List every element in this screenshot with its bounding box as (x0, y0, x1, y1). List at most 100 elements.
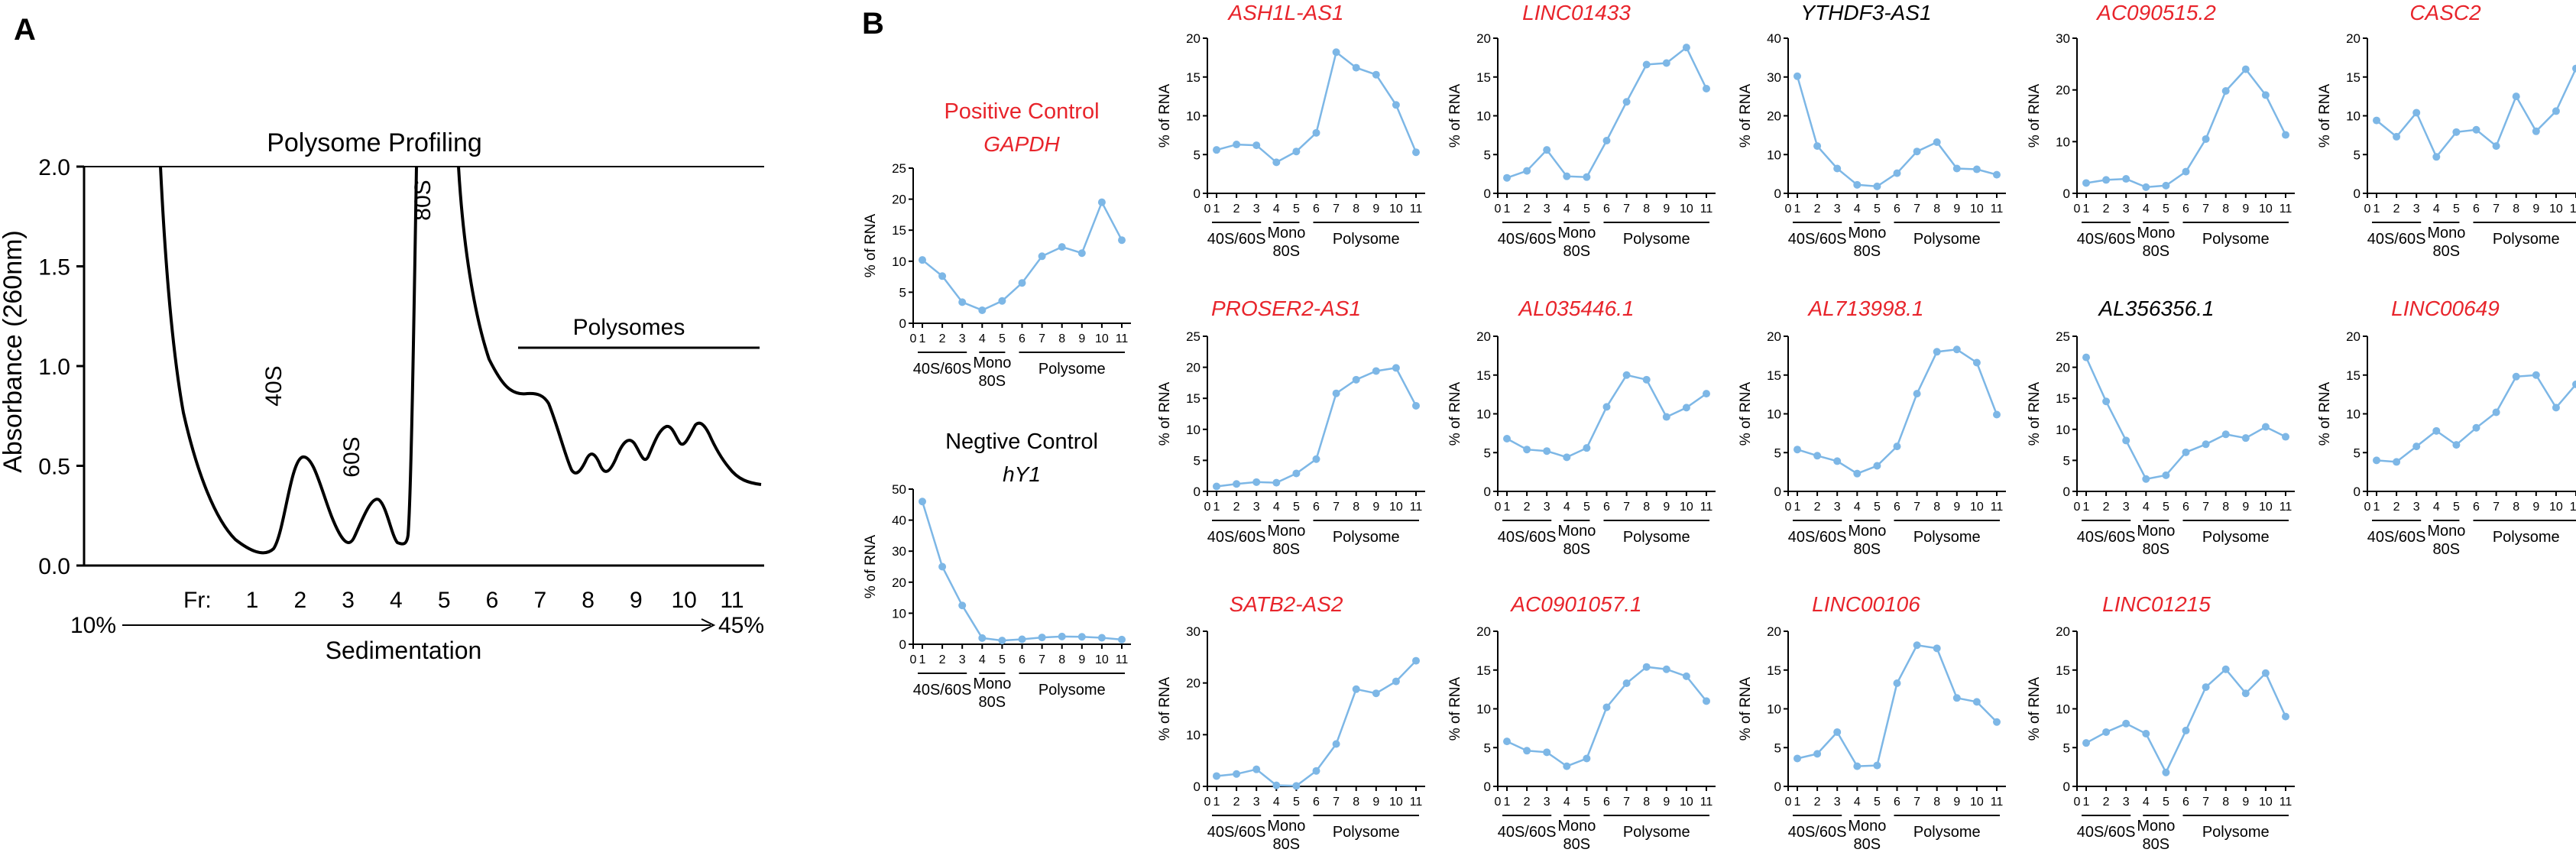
data-point (1972, 165, 1981, 173)
chart-y-tick-label: 30 (892, 544, 906, 559)
chart-y-tick-label: 15 (2056, 391, 2070, 406)
group-label-mono: Mono (2137, 523, 2175, 540)
chart-x-tick-label: 4 (1563, 203, 1570, 216)
data-point (1292, 782, 1301, 790)
chart-linc00649: LINC00649% of RNA05101520012345678910114… (2317, 297, 2576, 558)
data-point (2162, 768, 2170, 776)
data-point (1412, 656, 1420, 665)
chart-x-tick-label: 5 (1874, 203, 1881, 216)
profile-y-tick-label: 1.0 (38, 355, 70, 380)
data-point (2412, 442, 2421, 451)
group-label-mono: Mono (1557, 225, 1596, 241)
data-point (2512, 92, 2520, 101)
chart-x-tick-label: 11 (1991, 501, 2004, 514)
chart-x-tick-label: 7 (1913, 501, 1920, 514)
chart-x-tick-label: 6 (2182, 203, 2189, 216)
chart-x-tick-label: 9 (2242, 501, 2249, 514)
series-line (2085, 667, 2287, 775)
chart-x-tick-label: 5 (2453, 203, 2460, 216)
group-label-40s60s: 40S/60S (2367, 529, 2426, 546)
data-point (2373, 116, 2380, 125)
data-point (978, 306, 987, 314)
polysomes-label: Polysomes (573, 315, 685, 340)
group-label-40s60s: 40S/60S (2077, 824, 2136, 841)
chart-x-tick-label: 9 (1663, 796, 1670, 809)
data-point (2572, 380, 2576, 388)
data-point (1523, 747, 1531, 755)
group-label-80s: 80S (1854, 541, 1881, 558)
chart-x-tick-label: 7 (1333, 501, 1340, 514)
chart-title: GAPDH (983, 132, 1060, 156)
chart-x-tick-label: 11 (2570, 501, 2576, 514)
chart-x-tick-label: 8 (2513, 203, 2519, 216)
fraction-label: 2 (293, 588, 306, 613)
data-point (1252, 478, 1261, 486)
data-point (1018, 279, 1026, 287)
panel-a: A Polysome Profiling Absorbance (260nm) … (0, 13, 764, 664)
chart-title: hY1 (1003, 462, 1041, 486)
data-point (1392, 101, 1400, 109)
data-point (2241, 434, 2250, 442)
data-point (1682, 44, 1690, 52)
panel-b-letter: B (862, 7, 884, 41)
chart-x-tick-label: 3 (1834, 203, 1841, 216)
chart-x-tick-label: 5 (1583, 203, 1590, 216)
data-point (1993, 718, 2001, 726)
chart-x-tick-label: 4 (1273, 501, 1280, 514)
data-point (1118, 635, 1126, 643)
group-label-80s: 80S (1273, 541, 1301, 558)
chart-x-tick-label: 0 (2074, 796, 2081, 809)
fraction-label: 8 (582, 588, 595, 613)
chart-y-tick-label: 0 (1194, 780, 1201, 794)
chart-title: AL356356.1 (2097, 297, 2214, 320)
chart-x-tick-label: 0 (2074, 501, 2081, 514)
data-point (1077, 249, 1086, 258)
positive-control-title: Positive Control (944, 99, 1099, 124)
chart-x-tick-label: 9 (1663, 203, 1670, 216)
chart-x-tick-label: 3 (2413, 203, 2420, 216)
chart-y-tick-label: 20 (2056, 624, 2070, 639)
data-point (1352, 375, 1360, 384)
group-label-40s60s: 40S/60S (2077, 231, 2136, 248)
group-label-80s: 80S (2433, 541, 2461, 558)
data-point (1662, 665, 1670, 673)
chart-y-tick-label: 15 (1767, 663, 1781, 678)
data-point (2572, 64, 2576, 73)
data-point (1312, 455, 1320, 463)
data-point (2102, 176, 2111, 184)
data-point (1893, 442, 1901, 451)
chart-x-tick-label: 11 (1116, 653, 1129, 666)
chart-x-tick-label: 8 (1058, 332, 1065, 345)
chart-x-tick-label: 6 (2473, 501, 2480, 514)
data-point (1523, 167, 1531, 175)
chart-x-tick-label: 5 (2453, 501, 2460, 514)
chart-x-tick-label: 8 (1058, 653, 1065, 666)
gradient-start-label: 10% (70, 613, 116, 638)
data-point (1233, 480, 1241, 488)
chart-y-tick-label: 20 (1186, 676, 1201, 691)
profile-y-tick-label: 0.0 (38, 554, 70, 579)
chart-x-tick-label: 10 (1389, 501, 1403, 514)
chart-x-tick-label: 3 (2123, 501, 2130, 514)
chart-y-tick-label: 0 (2063, 186, 2070, 201)
group-label-40s60s: 40S/60S (1498, 231, 1557, 248)
chart-y-tick-label: 5 (1194, 453, 1201, 468)
group-label-polysome: Polysome (1333, 231, 1400, 248)
chart-y-tick-label: 0 (2354, 186, 2361, 201)
data-point (2182, 167, 2190, 176)
data-point (1873, 182, 1881, 190)
chart-x-tick-label: 11 (1116, 332, 1129, 345)
data-point (1038, 634, 1046, 642)
data-point (1018, 635, 1026, 643)
chart-y-tick-label: 20 (2346, 31, 2361, 46)
data-point (2432, 426, 2441, 435)
data-point (1933, 348, 1941, 356)
data-point (2261, 669, 2270, 677)
chart-x-tick-label: 6 (1019, 653, 1026, 666)
chart-x-tick-label: 5 (1293, 796, 1300, 809)
data-point (1352, 63, 1360, 72)
chart-y-tick-label: 20 (1476, 624, 1491, 639)
group-label-polysome: Polysome (1039, 682, 1106, 699)
